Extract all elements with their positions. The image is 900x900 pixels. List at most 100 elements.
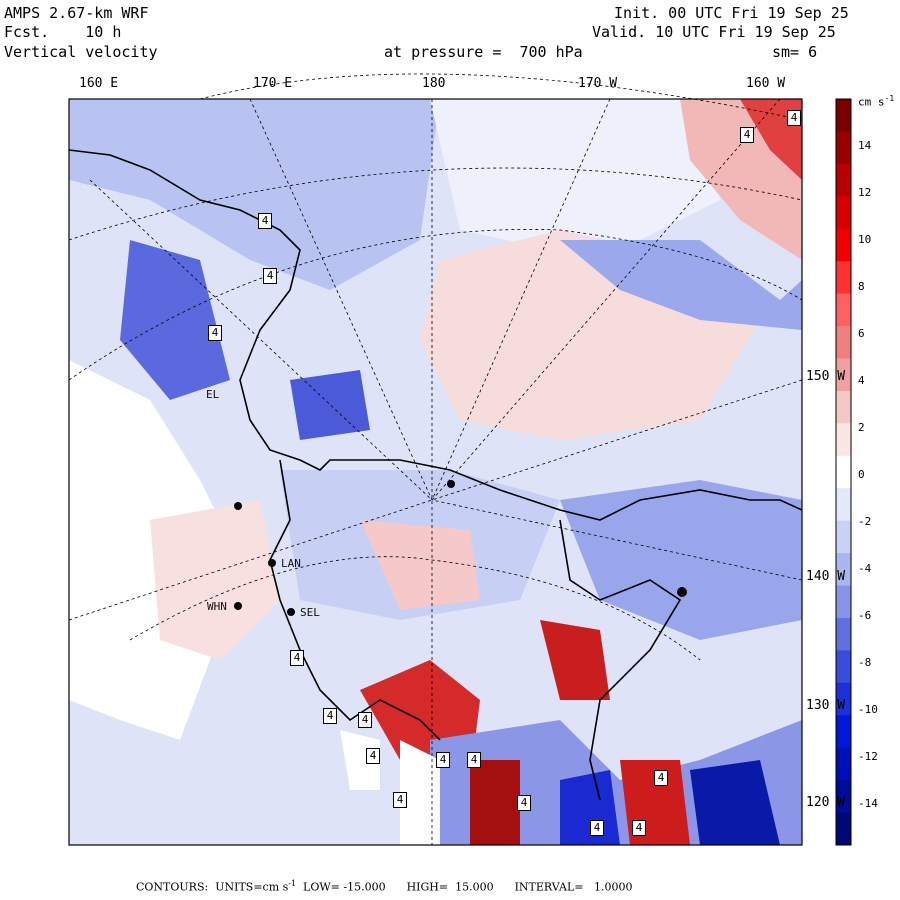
meridian-160e [89,179,433,501]
colorbar-swatch [836,488,851,522]
ice-white-coast [400,740,440,845]
ice-white-coast-2 [340,730,380,790]
colorbar-swatch [836,99,851,132]
station-label-whn: WHN [207,600,227,613]
colorbar-frame [835,98,852,846]
pressure-level: at pressure = 700 hPa [384,43,583,61]
colorbar-swatch [836,650,851,684]
colorbar-tick-label: 4 [858,374,865,387]
map-frame [68,98,803,846]
meridian-160w [431,98,781,501]
contour-marker: 4 [358,712,372,728]
colorbar-tick-label: 10 [858,233,872,246]
colorbar-swatch [836,780,851,814]
field-patch-shelf-pink [150,500,280,660]
contour-marker: 4 [632,820,646,836]
colorbar-tick-label: 8 [858,280,865,293]
colorbar-units-text: cm s [858,95,885,109]
lon-label-160w: 160 W [746,76,786,91]
contour-marker: 4 [258,213,272,229]
colorbar-swatch [836,553,851,587]
parallel-3 [68,229,803,381]
colorbar-swatch [836,747,851,781]
contour-marker: 4 [654,770,668,786]
contour-marker: 4 [467,752,481,768]
colorbar-swatch [836,358,851,392]
colorbar-swatch [836,812,851,846]
station-dots [234,480,687,616]
field-patch-blue-band [560,240,802,330]
colorbar-tick-label: 6 [858,327,865,340]
forecast-hour: Fcst. 10 h [4,23,122,41]
colorbar-swatch [836,520,851,554]
mountain-descent-west [120,240,230,400]
contour-marker: 4 [517,795,531,811]
colorbar-swatch [836,715,851,749]
colorbar-swatch [836,326,851,359]
colorbar-tick-label: -14 [858,797,878,810]
coast-line-south [269,459,441,741]
colorbar-swatch [836,585,851,619]
contour-marker: 4 [590,820,604,836]
colorbar-swatch [836,455,851,489]
colorbar-swatch [836,228,851,262]
colorbar-swatch [836,390,851,424]
lat-label-120w: 120 W [806,795,846,810]
colorbar-units-exp: -1 [884,94,895,103]
colorbar-swatch [836,196,851,230]
grounding-line [559,519,682,801]
colorbar-tick-label: -6 [858,609,872,622]
station-dot-1 [447,480,455,488]
colorbar-tick-label: 14 [858,139,872,152]
contour-marker: 4 [290,650,304,666]
strong-ascent-2 [540,620,610,700]
colorbar-tick-label: 0 [858,468,865,481]
parallel-2 [68,167,803,241]
colorbar-tick-label: -2 [858,515,872,528]
station-label-el: EL [206,388,220,401]
contour-marker: 4 [787,110,801,126]
colorbar-tick-label: 12 [858,186,872,199]
parallel-4 [129,556,701,661]
colorbar [835,98,852,846]
strong-ascent-3 [470,760,520,845]
graticule [68,73,803,845]
contour-marker: 4 [436,752,450,768]
field-area [69,99,802,845]
meridian-150w [431,379,803,501]
parallel-1 [199,73,803,121]
colorbar-swatch [836,293,851,327]
contour-marker: 4 [263,268,277,284]
field-patch-n [430,99,720,260]
station-dot-whn [234,602,242,610]
field-patch-east-blue [560,480,802,640]
colorbar-swatch [836,131,851,165]
station-label-lan: LAN [281,557,301,570]
init-time: Init. 00 UTC Fri 19 Sep 25 [614,4,849,22]
station-dot-lan [268,559,276,567]
strong-descent-2 [690,760,780,845]
lon-label-180: 180 [422,76,446,91]
footer-rest: LOW= -15.000 HIGH= 15.000 INTERVAL= 1.00… [296,880,633,894]
variable-name: Vertical velocity [4,43,158,61]
footer-exp: -1 [288,879,297,888]
colorbar-tick-label: -8 [858,656,872,669]
station-dot-2 [234,502,242,510]
lat-label-130w: 130 W [806,698,846,713]
colorbar-swatch [836,617,851,651]
contour-marker: 4 [740,127,754,143]
mountain-descent-center [290,370,370,440]
meridian-150e [68,499,433,621]
colorbar-swatch [836,163,851,197]
colorbar-swatch [836,682,851,716]
ross-ice-white [69,360,200,500]
lon-label-170e: 170 E [253,76,293,91]
contour-marker: 4 [366,748,380,764]
station-label-sel: SEL [300,606,320,619]
contour-info: CONTOURS: UNITS=cm s-1 LOW= -15.000 HIGH… [136,879,632,894]
colorbar-tick-label: -12 [858,750,878,763]
contour-marker: 4 [323,708,337,724]
field-patch-mid-pink [360,520,480,610]
smoothing: sm= 6 [772,43,818,61]
